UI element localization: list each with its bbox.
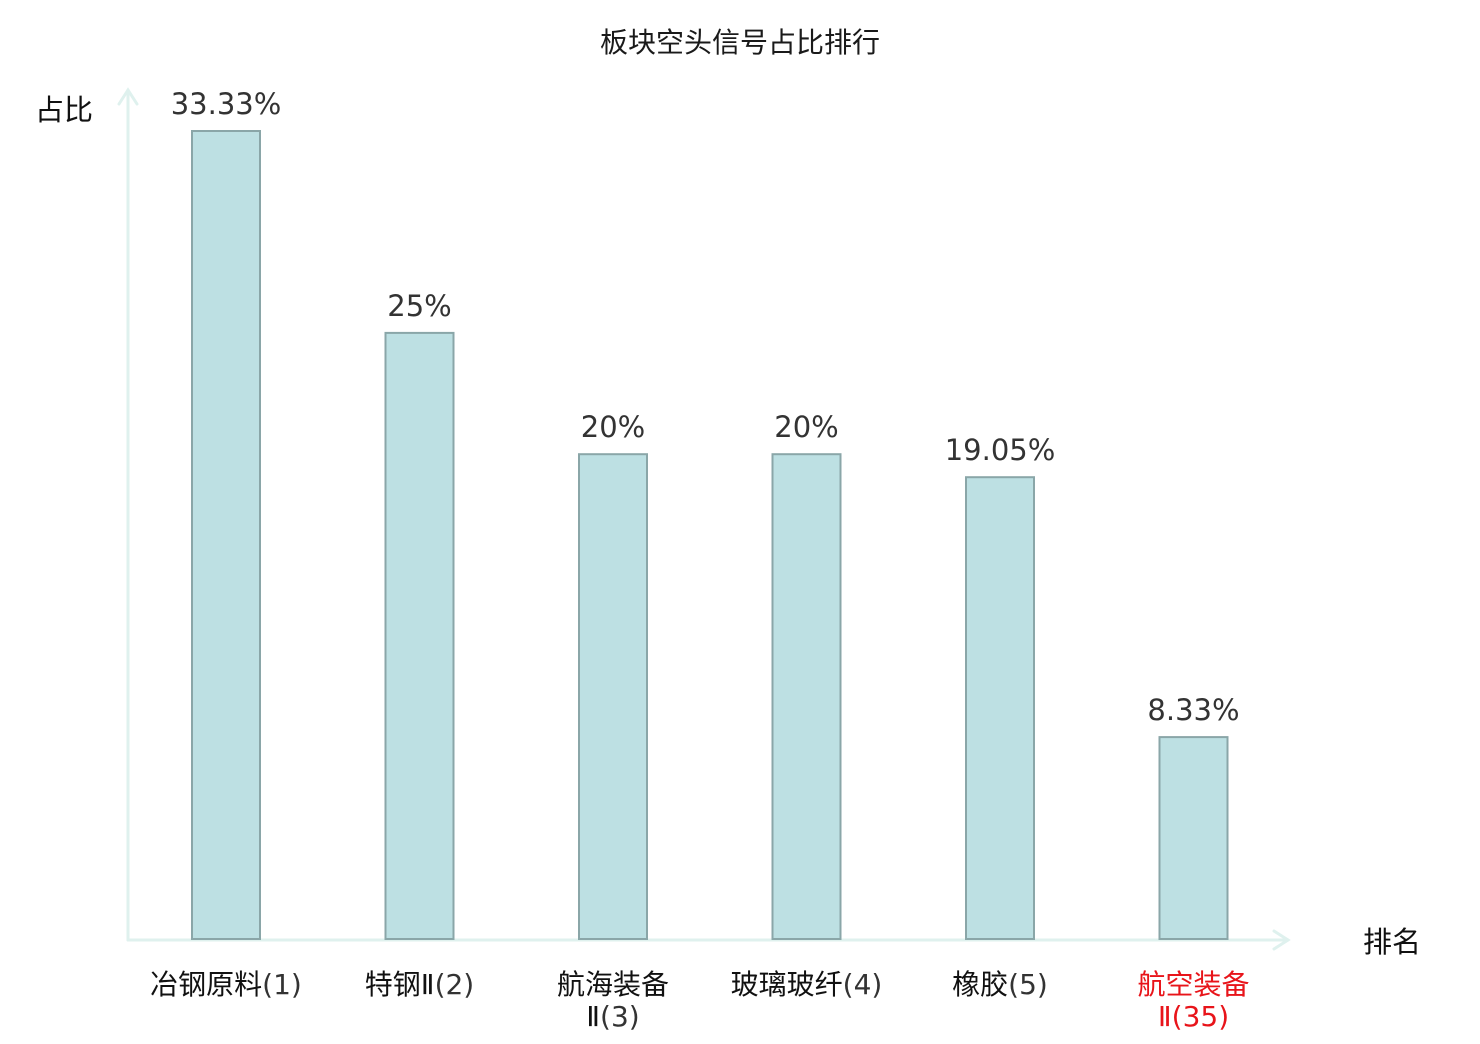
value-label-1: 33.33% [171, 87, 282, 121]
bar-2 [384, 331, 455, 940]
chart-title: 板块空头信号占比排行 [600, 26, 880, 59]
bar-1 [191, 130, 261, 940]
category-label-6: 航空装备 Ⅱ(35) [1137, 968, 1249, 1033]
value-labels-group: 33.33% 25% 20% 20% 19.05% 8.33% [171, 87, 1240, 727]
category-rank: (1) [262, 968, 302, 1001]
category-rank: (5) [1008, 968, 1048, 1001]
bar-5 [965, 476, 1035, 940]
category-name: 橡胶 [952, 968, 1008, 1001]
category-rank: (2) [435, 968, 475, 1001]
bar-6 [1158, 736, 1229, 940]
category-label-4: 玻璃玻纤(4) [731, 968, 883, 1001]
value-label-5: 19.05% [945, 433, 1056, 467]
bar-4 [771, 453, 842, 940]
category-name: 航空装备 [1137, 968, 1249, 1001]
category-name-suffix: Ⅱ [586, 1000, 600, 1033]
y-axis-title: 占比 [35, 93, 93, 127]
category-name: 航海装备 [557, 968, 669, 1001]
category-rank: (35) [1172, 1000, 1229, 1033]
bars-group [191, 130, 1229, 940]
value-label-4: 20% [774, 410, 838, 444]
category-label-5: 橡胶(5) [952, 968, 1048, 1001]
axes [117, 87, 1291, 951]
value-label-3: 20% [581, 410, 645, 444]
category-label-2: 特钢Ⅱ(2) [365, 968, 474, 1001]
category-name: 特钢Ⅱ [365, 968, 435, 1001]
category-name: 冶钢原料 [150, 968, 262, 1001]
category-name-suffix: Ⅱ [1158, 1000, 1172, 1033]
x-axis-title: 排名 [1363, 925, 1421, 959]
category-label-3: 航海装备 Ⅱ(3) [557, 968, 669, 1033]
value-label-6: 8.33% [1147, 693, 1239, 727]
category-labels-group: 冶钢原料(1) 特钢Ⅱ(2) 航海装备 Ⅱ(3)玻璃玻纤(4) 橡胶(5) 航空装备 Ⅱ(3… [150, 968, 1249, 1033]
category-rank: (3) [600, 1000, 640, 1033]
category-rank: (4) [843, 968, 883, 1001]
y-axis-arrowhead [117, 87, 139, 106]
category-label-1: 冶钢原料(1) [150, 968, 302, 1001]
x-axis-arrowhead [1272, 929, 1291, 951]
value-label-2: 25% [387, 289, 451, 323]
category-name: 玻璃玻纤 [731, 968, 843, 1001]
bar-3 [578, 453, 648, 940]
